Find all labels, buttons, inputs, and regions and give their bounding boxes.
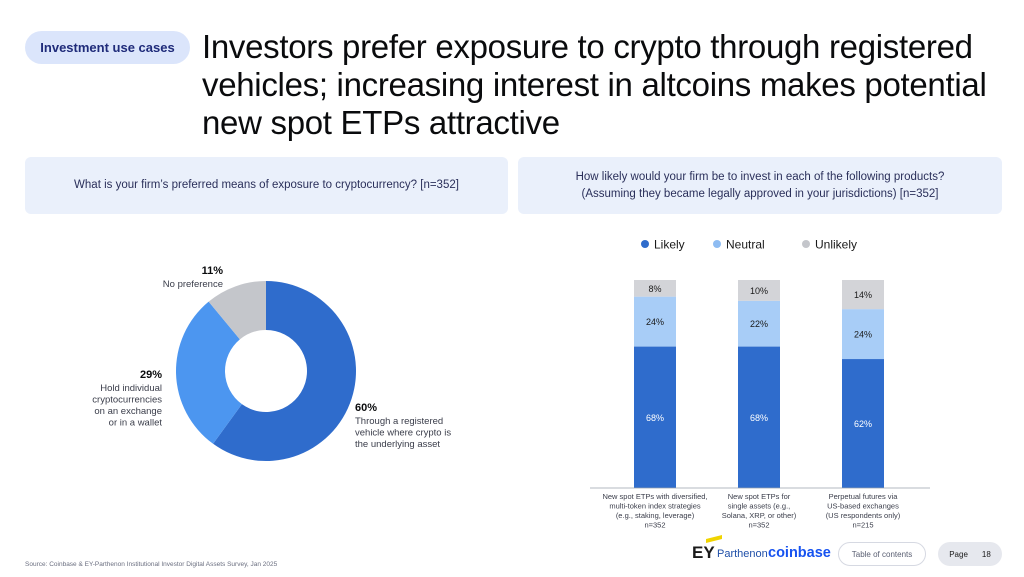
category-label-2-2: (US respondents only) (826, 511, 901, 520)
category-label-2-0: Perpetual futures via (829, 492, 899, 501)
legend-marker-0 (641, 240, 649, 248)
category-label-1-0: New spot ETPs for (728, 492, 791, 501)
category-label-0-0: New spot ETPs with diversified, (602, 492, 707, 501)
legend-marker-2 (802, 240, 810, 248)
donut-pct-0: 60% (355, 402, 377, 414)
donut-label-2-0: No preference (163, 279, 223, 290)
bar-1-likely (738, 346, 780, 488)
bar-0-likely (634, 346, 676, 488)
category-label-0-1: multi-token index strategies (609, 502, 701, 511)
bar-1-unlikely (738, 280, 780, 301)
category-label-0-2: (e.g., staking, leverage) (616, 511, 695, 520)
donut-label-1-2: on an exchange (94, 406, 162, 417)
source-note: Source: Coinbase & EY-Parthenon Institut… (25, 561, 278, 568)
category-label-0-3: n=352 (644, 521, 665, 530)
page-label: Page (949, 549, 968, 559)
donut-slice-0 (213, 281, 357, 461)
bar-label-2-likely: 62% (854, 419, 872, 429)
right-question-line1: How likely would your firm be to invest … (575, 170, 945, 183)
left-question: What is your firm’s preferred means of e… (74, 179, 459, 191)
donut-slice-1 (176, 301, 242, 444)
category-label-1-2: Solana, XRP, or other) (722, 511, 797, 520)
legend-marker-1 (713, 240, 721, 248)
page-number: 18 (981, 549, 991, 559)
donut-label-0-2: the underlying asset (355, 439, 440, 450)
table-of-contents-button[interactable]: Table of contents (838, 542, 926, 566)
page-title: Investors prefer exposure to crypto thro… (202, 28, 987, 141)
right-question-line2: (Assuming they became legally approved i… (581, 187, 939, 200)
ey-logo: EY (692, 535, 722, 563)
right-question-box: How likely would your firm be to invest … (518, 157, 1002, 214)
bar-2-unlikely (842, 280, 884, 310)
legend-label-2: Unlikely (815, 238, 857, 252)
legend-label-1: Neutral (726, 238, 765, 252)
bar-label-1-neutral: 22% (750, 319, 768, 329)
toc-label: Table of contents (851, 549, 913, 559)
bar-2-neutral (842, 309, 884, 360)
bar-0-unlikely (634, 280, 676, 297)
ey-logo-text: EY (692, 543, 715, 562)
bar-label-0-unlikely: 8% (648, 284, 661, 294)
category-label-1-1: single assets (e.g., (728, 502, 791, 511)
bar-label-2-unlikely: 14% (854, 290, 872, 300)
bar-label-1-unlikely: 10% (750, 286, 768, 296)
bar-label-0-likely: 68% (646, 413, 664, 423)
bar-label-0-neutral: 24% (646, 317, 664, 327)
coinbase-logo: coinbase (768, 545, 831, 561)
left-question-box: What is your firm’s preferred means of e… (25, 157, 508, 214)
donut-pct-1: 29% (140, 369, 162, 381)
donut-slice-2 (208, 281, 266, 340)
bar-label-1-likely: 68% (750, 413, 768, 423)
category-label-2-1: US-based exchanges (827, 502, 899, 511)
donut-label-1-0: Hold individual (100, 383, 162, 394)
donut-pct-2: 11% (202, 265, 224, 277)
bar-2-likely (842, 359, 884, 488)
bar-label-2-neutral: 24% (854, 330, 872, 340)
parthenon-logo: Parthenon (717, 548, 768, 560)
category-label-1-3: n=352 (748, 521, 769, 530)
bar-0-neutral (634, 296, 676, 347)
bar-1-neutral (738, 300, 780, 347)
donut-label-0-1: vehicle where crypto is (355, 428, 451, 439)
page-indicator[interactable]: Page 18 (938, 542, 1002, 566)
donut-label-1-3: or in a wallet (109, 418, 163, 429)
category-label-2-3: n=215 (852, 521, 873, 530)
donut-label-1-1: cryptocurrencies (92, 395, 162, 406)
donut-label-0-0: Through a registered (355, 416, 443, 427)
section-tag: Investment use cases (25, 31, 190, 64)
legend-label-0: Likely (654, 238, 685, 252)
